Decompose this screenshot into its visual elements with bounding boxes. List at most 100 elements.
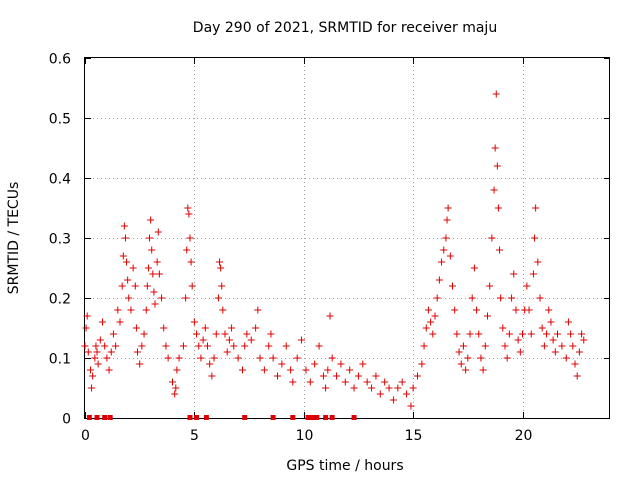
data-point: [150, 288, 158, 296]
data-point: [151, 300, 159, 308]
grid-lines: [85, 58, 610, 418]
data-point: [381, 378, 389, 386]
data-point: [269, 354, 277, 362]
data-point: [554, 330, 561, 338]
zero-marker: [194, 415, 200, 420]
data-point: [422, 324, 430, 332]
data-point: [525, 306, 533, 314]
data-point: [512, 306, 520, 314]
data-points: [81, 90, 588, 420]
y-tick-label: 0: [62, 412, 71, 428]
data-point: [101, 342, 109, 350]
zero-marker: [305, 415, 311, 420]
data-point: [385, 384, 393, 392]
x-tick-label: 0: [81, 428, 90, 444]
data-point: [182, 294, 190, 302]
data-point: [241, 342, 249, 350]
data-point: [132, 324, 140, 332]
data-point: [409, 384, 417, 392]
data-point: [187, 258, 195, 266]
data-point: [265, 342, 273, 350]
data-point: [164, 354, 172, 362]
x-tick-label: 15: [405, 428, 423, 444]
data-point: [341, 378, 349, 386]
data-point: [199, 336, 207, 344]
data-point: [350, 384, 358, 392]
data-point: [499, 324, 507, 332]
data-point: [475, 330, 483, 338]
data-point: [567, 330, 575, 338]
data-point: [160, 324, 168, 332]
data-point: [218, 282, 226, 290]
data-point: [154, 228, 162, 236]
data-point: [216, 258, 224, 266]
data-point: [333, 372, 341, 380]
data-point: [243, 330, 251, 338]
data-point: [223, 348, 231, 356]
data-point: [254, 306, 262, 314]
data-point: [575, 348, 583, 356]
data-point: [492, 90, 500, 98]
data-point: [173, 366, 181, 374]
data-point: [540, 342, 548, 350]
y-tick-label: 0.1: [49, 352, 71, 368]
data-point: [162, 342, 170, 350]
data-point: [372, 372, 380, 380]
data-point: [124, 276, 132, 284]
data-point: [490, 186, 498, 194]
data-point: [547, 318, 555, 326]
data-point: [230, 342, 238, 350]
zero-marker: [102, 415, 108, 420]
data-point: [580, 336, 588, 344]
data-point: [470, 264, 478, 272]
data-point: [197, 354, 205, 362]
data-point: [531, 234, 539, 242]
data-point: [433, 294, 441, 302]
x-tick-label: 5: [190, 428, 199, 444]
data-point: [184, 204, 192, 212]
data-point: [92, 342, 100, 350]
zero-marker: [203, 415, 209, 420]
data-point: [144, 264, 152, 272]
data-point: [99, 318, 106, 326]
data-point: [562, 354, 570, 362]
data-point: [564, 318, 572, 326]
data-point: [527, 330, 535, 338]
data-point: [440, 246, 448, 254]
data-point: [319, 372, 327, 380]
data-point: [324, 366, 332, 374]
zero-marker: [323, 415, 329, 420]
data-point: [549, 336, 557, 344]
data-point: [179, 342, 187, 350]
data-point: [116, 318, 124, 326]
data-point: [210, 354, 218, 362]
data-point: [459, 342, 467, 350]
data-point: [175, 354, 183, 362]
data-point: [91, 354, 99, 362]
data-point: [84, 348, 92, 356]
data-point: [481, 342, 489, 350]
data-point: [453, 330, 461, 338]
data-point: [496, 246, 504, 254]
zero-marker: [310, 415, 315, 420]
data-point: [414, 372, 421, 380]
data-point: [302, 366, 310, 374]
data-point: [105, 366, 113, 374]
data-point: [131, 282, 139, 290]
data-point: [516, 348, 524, 356]
data-point: [228, 324, 236, 332]
data-point: [315, 342, 323, 350]
data-point: [346, 366, 354, 374]
data-point: [514, 336, 522, 344]
data-point: [143, 282, 151, 290]
data-point: [457, 360, 465, 368]
data-point: [435, 276, 443, 284]
data-point: [134, 348, 141, 356]
data-point: [193, 330, 201, 338]
data-point: [578, 330, 586, 338]
data-point: [431, 312, 439, 320]
data-point: [543, 330, 551, 338]
y-tick-label: 0.2: [49, 292, 71, 308]
data-point: [89, 372, 97, 380]
chart-title: Day 290 of 2021, SRMTID for receiver maj…: [193, 20, 497, 36]
